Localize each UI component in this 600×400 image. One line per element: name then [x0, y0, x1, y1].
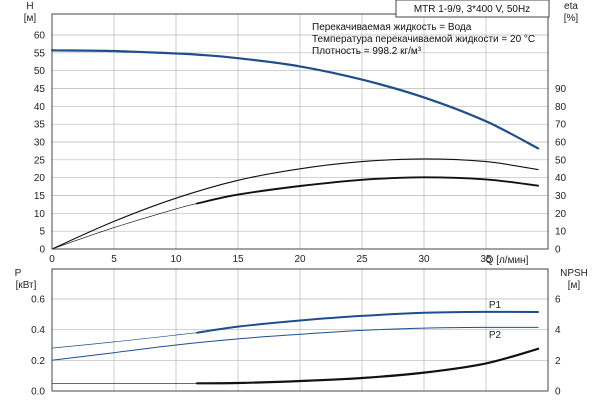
left-tick-label: 45 [34, 84, 46, 95]
npsh-axis-unit: [м] [568, 280, 581, 291]
series-line [196, 310, 540, 334]
liquid-info: Перекачиваемая жидкость = Вода [312, 22, 472, 33]
right-tick-label: 4 [555, 325, 561, 336]
right-tick-label: 10 [555, 227, 567, 238]
series-line [51, 203, 198, 250]
plot-frame [51, 13, 549, 250]
model-label: MTR 1-9/9, 3*400 V, 50Hz [414, 4, 530, 15]
right-tick-label: 30 [555, 191, 567, 202]
x-tick-label: 20 [294, 254, 306, 265]
x-tick-label: 10 [170, 254, 182, 265]
power-axis-unit: [кВт] [16, 280, 37, 291]
right-tick-label: 6 [555, 295, 561, 306]
npsh-axis-label: NPSH [560, 268, 588, 279]
axis-titles: H [м] eta [%] Q [л/мин] P [кВт] NPSH [м]… [15, 1, 588, 341]
right-tick-label: 20 [555, 209, 567, 220]
series-line [51, 326, 539, 361]
p1-curve-label: P1 [489, 300, 502, 311]
right-tick-label: 50 [555, 155, 567, 166]
left-tick-label: 15 [34, 191, 46, 202]
x-tick-label: 15 [232, 254, 244, 265]
left-tick-label: 35 [34, 120, 46, 131]
left-tick-label: 30 [34, 138, 46, 149]
plot-frames [51, 13, 549, 392]
right-tick-label: 40 [555, 173, 567, 184]
tick-labels: 0510152025303540455055600102030405060708… [31, 31, 566, 398]
series-line [50, 49, 540, 150]
right-tick-label: 80 [555, 102, 567, 113]
left-tick-label: 0 [39, 245, 45, 256]
q-axis-label: Q [л/мин] [486, 255, 529, 266]
right-tick-label: 0 [555, 245, 561, 256]
left-tick-label: 25 [34, 155, 46, 166]
x-tick-label: 5 [111, 254, 117, 265]
series-line [51, 158, 539, 250]
left-tick-label: 0.0 [31, 387, 45, 398]
x-tick-label: 35 [480, 254, 492, 265]
right-tick-label: 90 [555, 84, 567, 95]
left-tick-label: 50 [34, 66, 46, 77]
p2-curve-label: P2 [489, 330, 502, 341]
density-info: Плотность = 998.2 кг/м³ [312, 46, 422, 57]
x-tick-label: 30 [418, 254, 430, 265]
eta-axis-label: eta [564, 1, 578, 12]
info-box: MTR 1-9/9, 3*400 V, 50Hz Перекачиваемая … [312, 0, 550, 57]
x-tick-label: 0 [49, 254, 55, 265]
model-box [395, 0, 550, 18]
right-tick-label: 2 [555, 356, 561, 367]
left-tick-label: 40 [34, 102, 46, 113]
left-tick-label: 5 [39, 227, 45, 238]
series-line [51, 332, 198, 349]
x-tick-label: 25 [356, 254, 368, 265]
head-axis-label: H [26, 1, 33, 12]
left-tick-label: 60 [34, 31, 46, 42]
curve-series [50, 49, 540, 385]
left-tick-label: 55 [34, 48, 46, 59]
series-line [196, 176, 540, 205]
eta-axis-unit: [%] [564, 13, 579, 24]
power-axis-label: P [15, 268, 22, 279]
right-tick-label: 60 [555, 138, 567, 149]
head-axis-unit: [м] [24, 13, 37, 24]
plot-frame [51, 268, 549, 392]
left-tick-label: 20 [34, 173, 46, 184]
right-tick-label: 0 [555, 387, 561, 398]
series-line [196, 347, 540, 385]
left-tick-label: 0.2 [31, 356, 45, 367]
left-tick-label: 10 [34, 209, 46, 220]
left-tick-label: 0.6 [31, 295, 45, 306]
left-tick-label: 0.4 [31, 325, 45, 336]
temperature-info: Температура перекачиваемой жидкости = 20… [312, 34, 535, 45]
right-tick-label: 70 [555, 120, 567, 131]
